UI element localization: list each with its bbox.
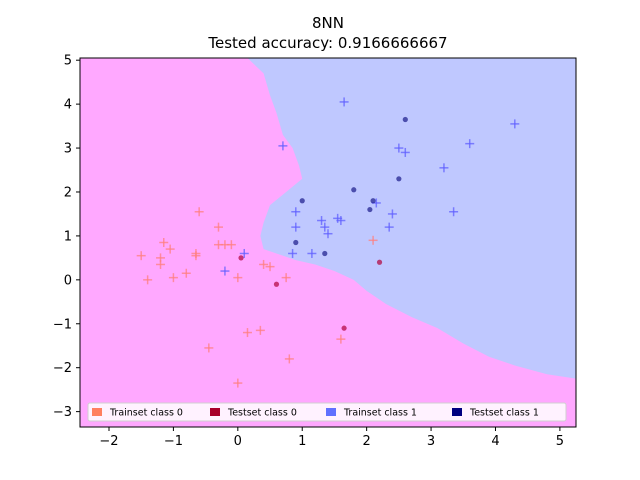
trainset-class-0-point	[191, 248, 201, 258]
testset-class-1-point	[322, 250, 328, 257]
testset-class-1-point	[370, 198, 376, 204]
trainset-class-1-point	[400, 147, 410, 157]
trainset-class-0-point	[226, 240, 236, 250]
testset-class-0-point	[376, 259, 383, 265]
legend: Trainset class 0 Testset class 0 Trainset …	[87, 402, 567, 422]
chart-title: 8NN	[312, 14, 344, 32]
testset-class-0-point	[341, 325, 347, 331]
trainset-class-1-point	[339, 97, 349, 107]
legend-label: Trainset class 0	[109, 408, 183, 419]
trainset-class-0-point	[265, 262, 275, 272]
class1-region	[80, 58, 576, 379]
trainset-class-1-point	[317, 216, 327, 226]
y-axis: −3 −2 −1 0 1 2 3 4 5	[53, 54, 80, 420]
testset-class-1-point	[396, 176, 402, 182]
testset-class-1-point	[351, 187, 357, 193]
trainset-class-0-point	[165, 244, 175, 254]
x-tick-label: −2	[99, 434, 118, 449]
trainset-class-0-point	[284, 354, 294, 364]
x-axis: −2 −1 0 1 2 3 4 5	[99, 427, 564, 449]
y-tick-label: −1	[53, 317, 72, 332]
trainset-class-0-point	[233, 273, 243, 283]
y-tick-label: −2	[53, 361, 72, 376]
testset-class-1-point	[299, 198, 305, 204]
trainset-class-1-point	[220, 266, 230, 276]
trainset-class-1-point	[510, 119, 520, 129]
trainset-class-0-point	[204, 343, 214, 353]
trainset-class-0-point	[194, 207, 204, 217]
trainset-class-0-point	[336, 334, 346, 344]
trainset-class-0-point	[368, 235, 378, 245]
trainset-class-0-point	[159, 238, 169, 247]
trainset-class-1-point	[449, 207, 459, 217]
trainset-class-1-point	[320, 222, 330, 232]
testset-class-1-point	[293, 239, 299, 246]
trainset-class-0-point	[156, 259, 166, 269]
legend-swatch	[326, 408, 336, 416]
trainset-class-1-point	[387, 209, 397, 219]
trainset-class-1-point	[291, 222, 301, 232]
y-tick-label: 5	[64, 54, 72, 69]
x-tick-label: 4	[491, 434, 499, 449]
trainset-class-0-point	[255, 325, 265, 335]
trainset-class-1-point	[323, 229, 333, 239]
plot-area	[79, 57, 577, 428]
x-tick-label: 5	[556, 434, 564, 449]
testset-class-1-point	[367, 206, 373, 213]
y-tick-label: 0	[64, 273, 72, 288]
x-tick-label: −1	[164, 434, 183, 449]
testset-class-1-point	[402, 116, 408, 123]
y-tick-label: 4	[64, 98, 72, 113]
trainset-class-1-point	[239, 248, 249, 258]
x-tick-label: 0	[234, 434, 242, 449]
trainset-class-1-point	[288, 248, 298, 258]
trainset-class-1-point	[278, 141, 288, 151]
y-tick-label: 1	[64, 229, 72, 244]
trainset-class-0-point	[181, 268, 191, 278]
trainset-class-1-point	[439, 163, 449, 173]
y-tick-label: −3	[53, 405, 72, 420]
legend-label: Trainset class 1	[343, 408, 417, 419]
trainset-class-1-point	[465, 139, 475, 149]
trainset-class-0-point	[168, 273, 178, 283]
trainset-class-0-point	[281, 273, 291, 283]
trainset-class-1-point	[384, 222, 394, 232]
x-tick-label: 1	[298, 434, 306, 449]
data-points	[136, 97, 520, 388]
legend-swatch	[92, 408, 102, 416]
legend-label: Testset class 1	[469, 408, 539, 419]
legend-swatch	[452, 408, 462, 416]
trainset-class-1-point	[291, 207, 301, 217]
x-tick-label: 2	[363, 434, 371, 449]
testset-class-0-point	[238, 255, 244, 261]
x-tick-label: 3	[427, 434, 435, 449]
y-tick-label: 2	[64, 185, 72, 200]
chart-subtitle: Tested accuracy: 0.9166666667	[207, 34, 447, 52]
trainset-class-0-point	[213, 222, 223, 232]
trainset-class-1-point	[307, 248, 317, 258]
trainset-class-0-point	[143, 275, 153, 285]
trainset-class-0-point	[242, 328, 252, 338]
legend-swatch	[210, 408, 220, 416]
trainset-class-0-point	[233, 378, 243, 388]
y-tick-label: 3	[64, 142, 72, 157]
testset-class-0-point	[273, 281, 280, 287]
trainset-class-1-point	[336, 216, 346, 226]
trainset-class-1-point	[394, 143, 404, 153]
plot-frame	[79, 57, 577, 428]
legend-label: Testset class 0	[227, 408, 297, 419]
trainset-class-0-point	[259, 259, 269, 269]
trainset-class-0-point	[136, 251, 146, 261]
